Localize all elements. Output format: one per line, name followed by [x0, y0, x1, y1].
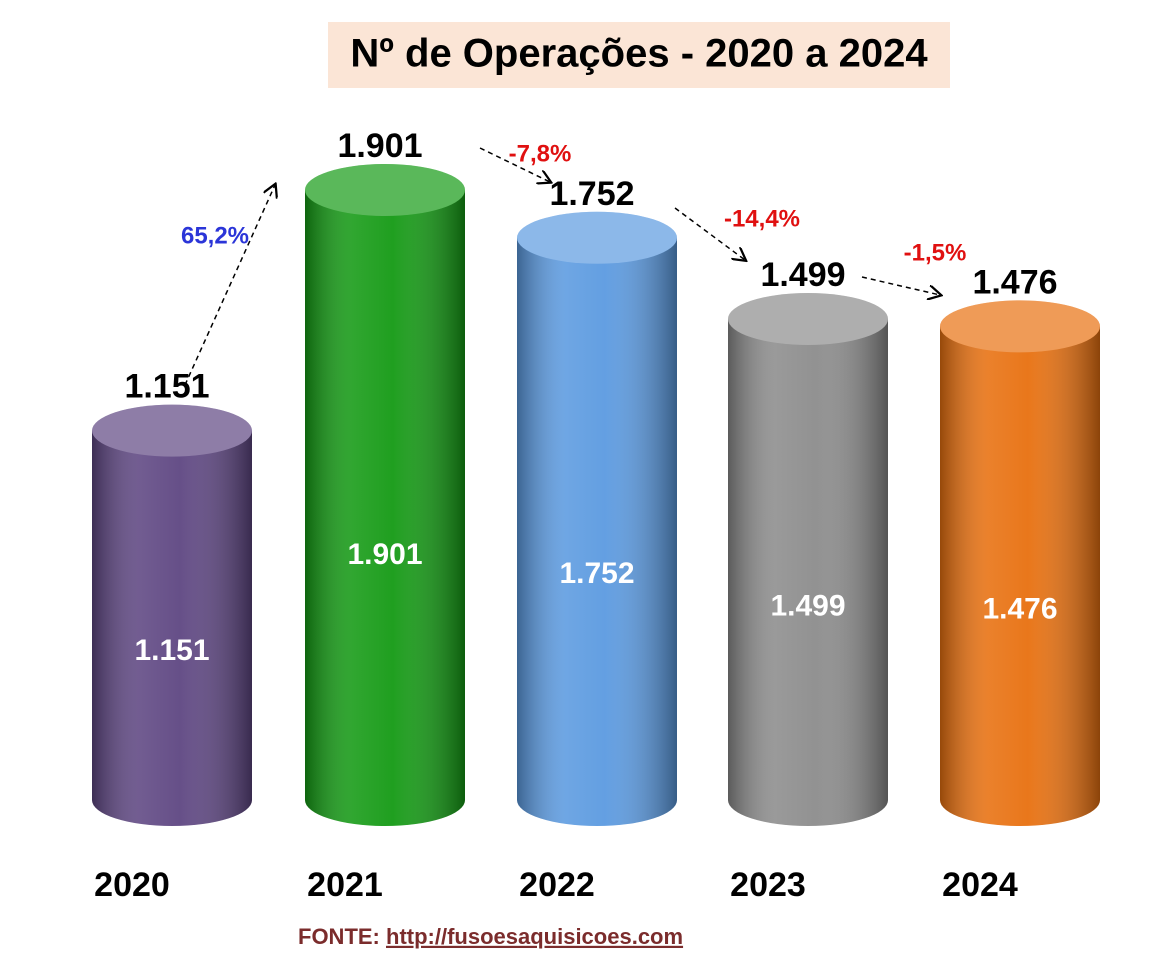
bar-top-highlight [305, 164, 465, 216]
x-tick-label: 2021 [307, 866, 383, 904]
source-label: FONTE: [298, 924, 380, 949]
bar-top [728, 292, 888, 345]
trend-arrow [479, 147, 550, 182]
x-tick-label: 2022 [519, 866, 595, 904]
bar-top-highlight [940, 300, 1100, 353]
bar-shade [517, 237, 677, 827]
bar-top-highlight [517, 211, 677, 264]
change-annotation: -7,8% [509, 140, 572, 167]
change-annotation: -1,5% [904, 239, 967, 266]
bar-top-highlight [728, 292, 888, 345]
bar-top [305, 164, 465, 216]
trend-arrow [861, 276, 940, 295]
chart-title: Nº de Operações - 2020 a 2024 [350, 32, 928, 76]
inner-value-label: 1.752 [559, 557, 634, 590]
bar-shade [940, 326, 1100, 826]
x-tick-label: 2024 [942, 866, 1018, 904]
x-tick-label: 2023 [730, 866, 806, 904]
bar-top [92, 404, 252, 457]
inner-value-label: 1.901 [347, 538, 422, 571]
value-label: 1.151 [124, 368, 209, 406]
trend-arrow [674, 207, 745, 260]
bar-top [517, 211, 677, 264]
inner-value-label: 1.499 [770, 590, 845, 623]
value-label: 1.476 [972, 263, 1057, 301]
bar-shade [305, 190, 465, 826]
change-annotation: -14,4% [724, 205, 800, 232]
change-annotation: 65,2% [181, 222, 249, 249]
title-box [328, 22, 950, 88]
value-label: 1.901 [337, 127, 422, 165]
trend-arrow [184, 185, 275, 386]
source-link[interactable]: http://fusoesaquisicoes.com [386, 924, 683, 949]
x-tick-label: 2020 [94, 866, 170, 904]
value-label: 1.752 [549, 175, 634, 213]
bar-top [940, 300, 1100, 353]
bar-top-highlight [92, 404, 252, 457]
bar-shade [728, 318, 888, 826]
inner-value-label: 1.476 [982, 592, 1057, 625]
inner-value-label: 1.151 [134, 634, 209, 667]
bar-shade [92, 430, 252, 826]
value-label: 1.499 [760, 256, 845, 294]
